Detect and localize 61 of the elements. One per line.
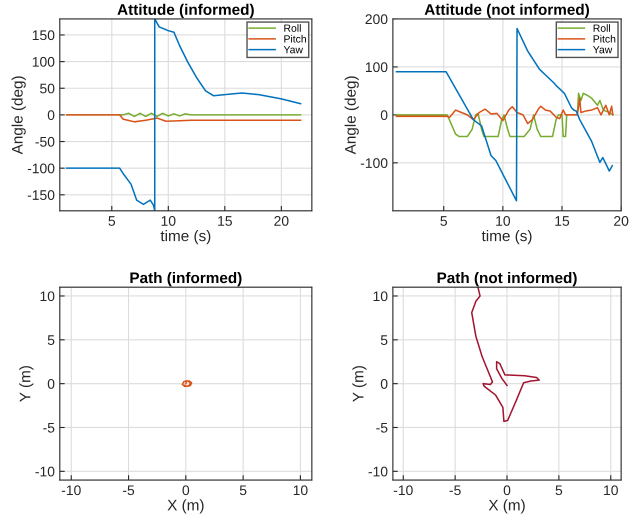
legend-label: Roll	[594, 24, 610, 32]
chart-title: Attitude (not informed)	[424, 4, 589, 18]
y-tick-label: 0	[48, 110, 54, 120]
line-series	[470, 287, 540, 422]
x-axis-title: X (m)	[488, 499, 525, 514]
y-tick-label: -100	[28, 164, 54, 174]
y-axis-title: Y (m)	[352, 366, 367, 402]
y-axis-title: Y (m)	[19, 366, 34, 402]
x-tick-label: 15	[555, 216, 570, 226]
y-tick-label: 150	[32, 30, 54, 40]
x-tick-label: 10	[294, 485, 308, 496]
line-series	[66, 114, 302, 123]
y-tick-label: 0	[48, 378, 54, 389]
x-axis-title: time (s)	[160, 230, 210, 244]
x-axis-title: X (m)	[168, 499, 204, 514]
y-tick-label: -10	[35, 466, 54, 476]
x-tick-label: -5	[450, 485, 461, 496]
y-axis-title: Angle (deg)	[12, 76, 26, 154]
x-tick-label: 10	[162, 216, 176, 226]
y-tick-label: 100	[366, 62, 388, 72]
chart-title: Path (informed)	[130, 272, 242, 286]
line-series	[396, 97, 614, 124]
y-tick-label: 100	[32, 56, 54, 67]
x-tick-label: 20	[614, 216, 628, 226]
x-tick-label: 0	[504, 485, 510, 496]
y-tick-label: -5	[376, 422, 388, 433]
legend-label: Yaw	[284, 46, 304, 54]
y-tick-label: 10	[374, 291, 388, 302]
y-tick-label: 5	[48, 335, 54, 345]
x-tick-label: -10	[62, 485, 81, 496]
x-tick-label: 20	[274, 216, 289, 226]
y-tick-label: 5	[380, 335, 388, 345]
x-tick-label: 15	[218, 216, 232, 226]
legend-label: Roll	[284, 24, 301, 32]
x-tick-label: 5	[240, 485, 246, 496]
y-tick-label: 50	[40, 84, 54, 94]
y-tick-label: 10	[40, 291, 54, 302]
x-tick-label: -5	[122, 485, 134, 496]
chart-title: Attitude (informed)	[117, 4, 254, 18]
legend-label: Pitch	[284, 34, 306, 43]
x-tick-label: 5	[108, 216, 116, 226]
y-tick-label: 0	[380, 110, 388, 120]
y-tick-label: -150	[28, 190, 54, 200]
y-tick-label: -10	[368, 466, 388, 476]
x-tick-label: -10	[394, 485, 413, 496]
line-series	[396, 92, 614, 138]
x-tick-label: 0	[182, 485, 190, 496]
y-tick-label: -50	[35, 136, 54, 147]
y-tick-label: -5	[43, 422, 54, 433]
y-axis-title: Angle (deg)	[344, 76, 359, 154]
x-tick-label: 10	[604, 485, 618, 496]
y-tick-label: 200	[366, 14, 388, 24]
y-tick-label: 0	[380, 378, 388, 389]
x-tick-label: 5	[440, 216, 448, 226]
x-tick-label: 10	[496, 216, 510, 226]
legend-label: Yaw	[593, 46, 612, 54]
chart-title: Path (not informed)	[438, 272, 577, 286]
y-tick-label: -100	[360, 158, 388, 168]
x-axis-title: time (s)	[482, 230, 532, 244]
x-tick-label: 5	[556, 485, 562, 496]
legend-label: Pitch	[594, 34, 616, 43]
